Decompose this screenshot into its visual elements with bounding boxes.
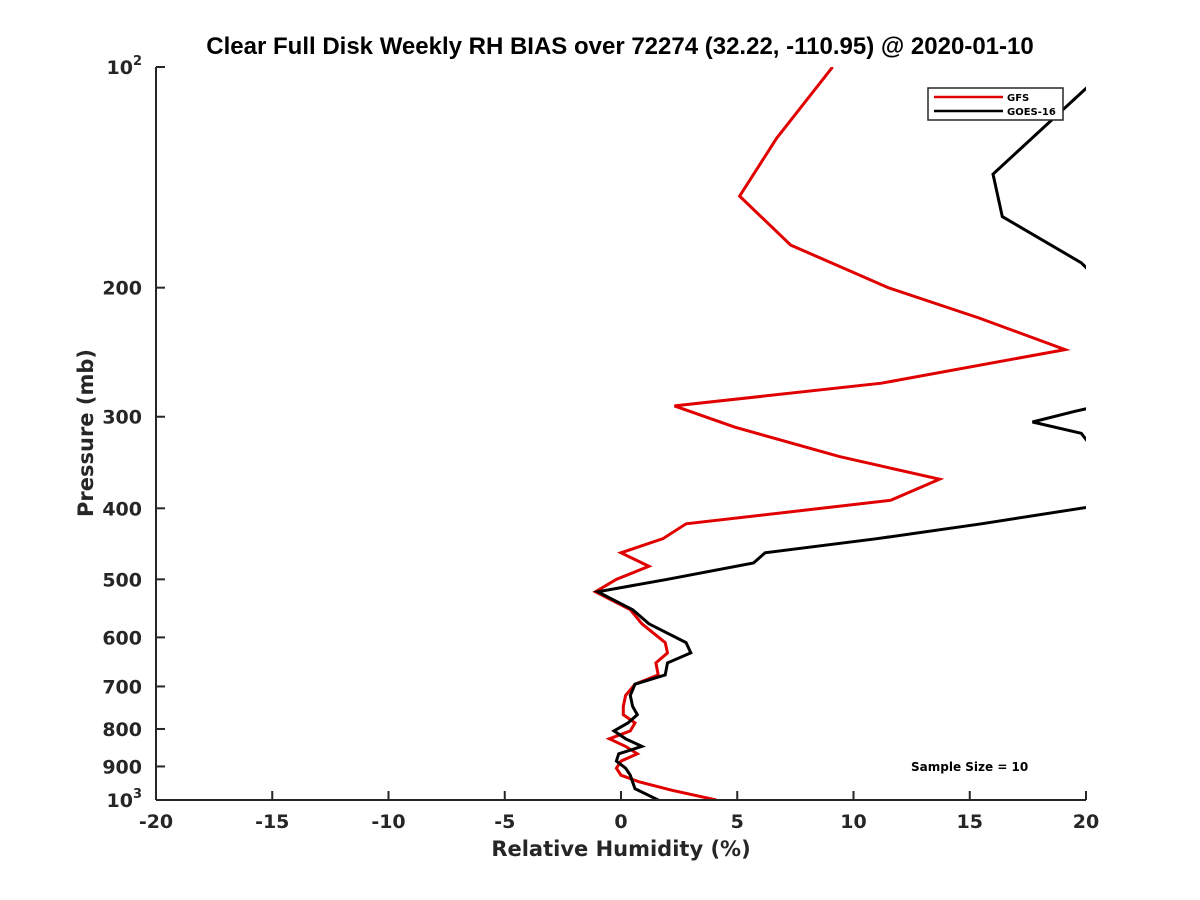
- y-tick-label: 700: [102, 676, 142, 698]
- y-tick-label: 103: [107, 787, 143, 812]
- x-tick-label: 10: [840, 811, 866, 833]
- x-axis-label: Relative Humidity (%): [491, 837, 750, 861]
- legend: GFS GOES-16: [927, 87, 1064, 121]
- x-tick-label: -15: [255, 811, 289, 833]
- y-tick-label: 500: [102, 569, 142, 591]
- chart-title: Clear Full Disk Weekly RH BIAS over 7227…: [206, 33, 1033, 60]
- x-tick-label: 5: [731, 811, 744, 833]
- x-tick-label: -10: [371, 811, 405, 833]
- y-axis-label: Pressure (mb): [74, 349, 98, 517]
- series-layer: [592, 67, 1086, 800]
- y-tick-label: 600: [102, 627, 142, 649]
- x-tick-label: 0: [614, 811, 627, 833]
- x-tick-label: -20: [139, 811, 173, 833]
- x-tick-label: -5: [494, 811, 515, 833]
- y-tick-label: 300: [102, 407, 142, 429]
- x-tick-label: 20: [1073, 811, 1099, 833]
- y-tick-label: 200: [102, 278, 142, 300]
- y-ticks: 102 200 300 400 500 600 700 800 900 103: [102, 54, 165, 812]
- legend-box: [927, 87, 1064, 121]
- y-tick-label: 900: [102, 756, 142, 778]
- axes-layer: [155, 67, 1086, 801]
- legend-gfs-label: GFS: [1007, 93, 1029, 104]
- sample-size-annotation: Sample Size = 10: [911, 760, 1028, 774]
- x-ticks: -20 -15 -10 -5 0 5 10 15 20: [139, 791, 1099, 833]
- y-tick-label: 800: [102, 719, 142, 741]
- series-line-gfs: [592, 67, 1071, 800]
- y-tick-label: 400: [102, 498, 142, 520]
- x-tick-label: 15: [957, 811, 983, 833]
- series-line-goes-16: [593, 86, 1086, 800]
- y-tick-label: 102: [107, 54, 143, 79]
- legend-goes16-label: GOES-16: [1007, 107, 1056, 118]
